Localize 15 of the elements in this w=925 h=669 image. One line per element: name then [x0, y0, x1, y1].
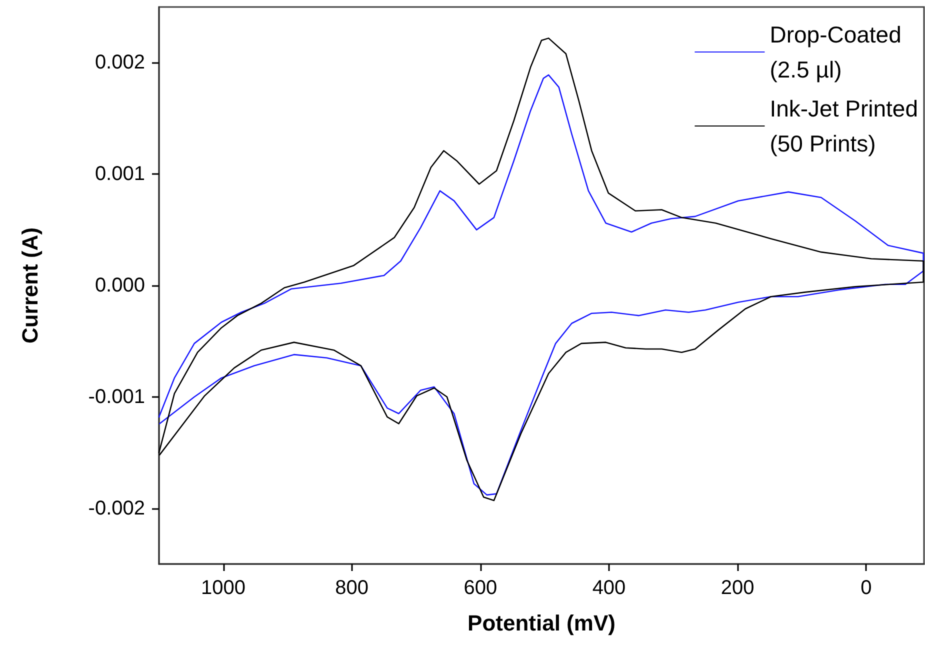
x-tick-label: 600	[464, 577, 498, 599]
y-tick-label: 0.002	[94, 52, 145, 74]
x-tick-label: 0	[860, 577, 872, 599]
legend-label: Ink-Jet Printed (50 Prints)	[770, 96, 918, 156]
legend-label: Drop-Coated (2.5 µl)	[770, 22, 902, 82]
x-tick-label: 1000	[201, 577, 246, 599]
y-axis-title: Current (A)	[18, 227, 42, 344]
y-tick-label: -0.002	[88, 497, 145, 520]
x-tick-label: 800	[335, 577, 369, 599]
x-axis-title: Potential (mV)	[468, 610, 616, 636]
y-tick-label: 0.000	[94, 274, 145, 296]
x-tick-label: 200	[720, 577, 754, 599]
y-tick-label: -0.001	[88, 386, 145, 408]
x-tick-label: 400	[592, 577, 626, 599]
y-tick-label: 0.001	[94, 163, 145, 186]
